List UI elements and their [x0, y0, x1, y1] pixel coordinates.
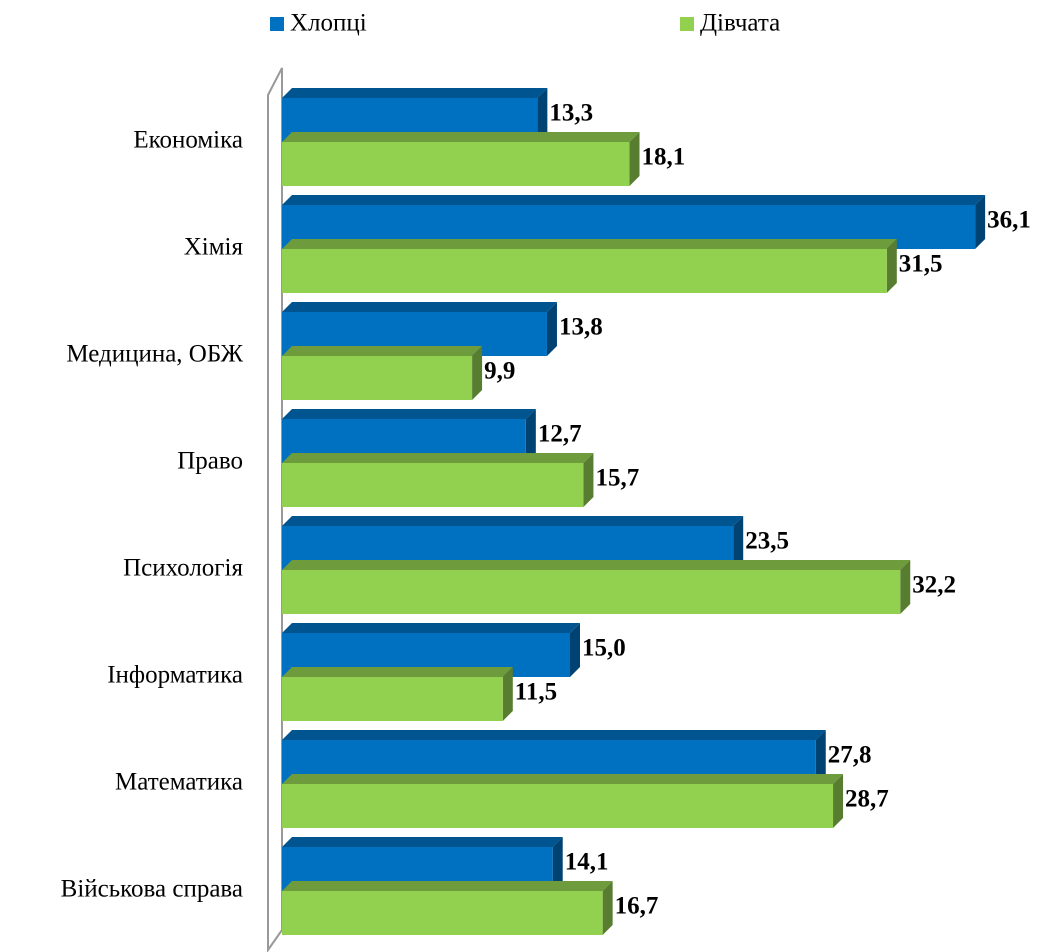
bar-front [282, 784, 834, 828]
bar-side [975, 195, 986, 249]
value-label: 12,7 [538, 421, 582, 448]
value-label: 18,1 [642, 144, 686, 171]
bar-side [502, 667, 513, 721]
bar-side [833, 774, 844, 828]
bar [282, 667, 513, 721]
bar-top [282, 346, 483, 356]
value-label: 31,5 [899, 251, 943, 278]
value-label: 32,2 [912, 572, 956, 599]
legend-swatch [270, 17, 284, 31]
bar-front [282, 463, 584, 507]
value-label: 23,5 [745, 528, 789, 555]
value-label: 15,0 [582, 635, 626, 662]
value-label: 16,7 [615, 893, 659, 920]
bar [282, 774, 844, 828]
bar-side [900, 560, 911, 614]
bar-top [282, 409, 536, 419]
bar-top [282, 453, 594, 463]
bar-side [537, 88, 548, 142]
bar-side [583, 453, 594, 507]
bar-front [282, 891, 603, 935]
bar-top [282, 302, 557, 312]
bar-top [282, 239, 897, 249]
bar [282, 560, 911, 614]
bar-top [282, 837, 563, 847]
bar-top [282, 623, 580, 633]
bar-side [629, 132, 640, 186]
value-label: 28,7 [845, 786, 889, 813]
legend-label: Дівчата [700, 10, 780, 37]
bar-side [886, 239, 897, 293]
bar-top [282, 132, 640, 142]
bar-front [282, 570, 901, 614]
category-label: Військова справа [61, 876, 243, 903]
bar-side [546, 302, 557, 356]
bar-top [282, 667, 513, 677]
bar-side [570, 623, 580, 677]
category-label: Медицина, ОБЖ [66, 341, 243, 368]
bar-top [282, 881, 613, 891]
bar-side [525, 409, 536, 463]
category-label: Психологія [123, 555, 243, 582]
value-label: 14,1 [565, 849, 609, 876]
legend-swatch [680, 17, 694, 31]
bar-top [282, 774, 844, 784]
bar-top [282, 195, 986, 205]
bar-top [282, 88, 548, 98]
bar-side [733, 516, 744, 570]
value-label: 15,7 [595, 465, 639, 492]
bar-side [602, 881, 613, 935]
value-label: 13,3 [549, 100, 593, 127]
value-label: 13,8 [559, 314, 603, 341]
category-label: Право [177, 448, 243, 475]
axis-wall [267, 67, 283, 952]
bar-top [282, 730, 826, 740]
bar-top [282, 516, 744, 526]
bar-side [472, 346, 483, 400]
legend-label: Хлопці [290, 10, 367, 37]
category-label: Математика [115, 769, 243, 796]
bar-side [815, 730, 826, 784]
value-label: 36,1 [987, 207, 1031, 234]
bar-top [282, 560, 911, 570]
bar-front [282, 677, 503, 721]
bar [282, 239, 897, 293]
category-label: Економіка [133, 127, 243, 154]
bar-front [282, 249, 887, 293]
category-label: Хімія [184, 234, 244, 261]
value-label: 9,9 [484, 358, 515, 385]
bar [282, 881, 613, 935]
bar [282, 132, 640, 186]
bar [282, 346, 483, 400]
bar [282, 453, 594, 507]
category-label: Інформатика [107, 662, 243, 689]
bar-front [282, 142, 630, 186]
bar-front [282, 356, 473, 400]
value-label: 27,8 [828, 742, 872, 769]
value-label: 11,5 [515, 679, 557, 706]
bar-side [552, 837, 563, 891]
